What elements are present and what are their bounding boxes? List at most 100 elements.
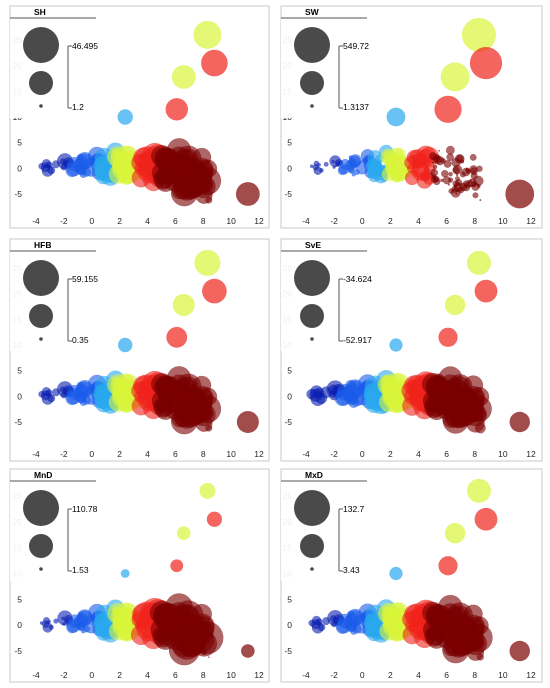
data-point: [201, 180, 214, 192]
x-tick-label: 2: [117, 216, 122, 226]
data-point: [509, 411, 530, 433]
y-tick-label: 5: [17, 138, 22, 148]
x-tick-label: -4: [302, 216, 310, 226]
data-point: [438, 149, 440, 152]
data-point: [444, 523, 466, 544]
y-tick-label: -5: [14, 189, 22, 199]
data-point: [509, 640, 530, 662]
data-point: [120, 569, 130, 578]
data-point: [448, 171, 453, 177]
legend-large-marker: [294, 490, 330, 526]
x-tick-label: 10: [498, 449, 508, 459]
data-point: [205, 641, 210, 645]
legend-min-label: 1.3137: [343, 102, 369, 112]
data-point: [438, 556, 458, 576]
x-tick-label: 8: [201, 449, 206, 459]
legend-small-marker: [310, 567, 314, 571]
x-tick-label: 0: [360, 449, 365, 459]
data-point: [172, 293, 195, 316]
x-tick-label: -4: [302, 670, 310, 680]
data-point: [472, 637, 485, 649]
data-point: [198, 387, 218, 407]
data-point: [351, 172, 356, 177]
x-tick-label: 4: [145, 449, 150, 459]
data-point: [47, 166, 56, 175]
legend-small-marker: [310, 337, 314, 341]
data-point: [207, 656, 210, 658]
panel-title: MxD: [305, 470, 323, 480]
data-point: [476, 184, 481, 188]
data-point: [389, 566, 403, 581]
x-tick-label: -2: [330, 216, 338, 226]
data-point: [476, 165, 483, 173]
legend-max-label: 132.7: [343, 504, 365, 514]
x-tick-label: -2: [330, 670, 338, 680]
data-point: [176, 526, 191, 540]
y-tick-label: 0: [17, 620, 22, 630]
data-point: [469, 47, 503, 80]
data-point: [431, 161, 435, 165]
data-point: [479, 199, 482, 202]
data-point: [455, 192, 458, 195]
x-tick-label: 4: [416, 670, 421, 680]
data-point: [194, 249, 221, 276]
panel-title: SH: [34, 7, 46, 17]
x-tick-label: 12: [254, 216, 264, 226]
data-point: [474, 422, 486, 434]
x-tick-label: 10: [226, 670, 236, 680]
y-tick-label: 0: [17, 391, 22, 401]
x-tick-label: 12: [526, 449, 536, 459]
data-point: [447, 183, 450, 186]
x-tick-label: 4: [416, 449, 421, 459]
data-point: [193, 20, 222, 49]
x-tick-label: -4: [32, 449, 40, 459]
data-point: [199, 482, 216, 499]
x-tick-label: 0: [89, 670, 94, 680]
x-tick-label: 8: [472, 670, 477, 680]
legend-small-marker: [310, 104, 314, 108]
data-point: [317, 623, 326, 632]
x-tick-label: 2: [117, 449, 122, 459]
x-tick-label: 2: [388, 449, 393, 459]
legend-min-label: 1.53: [72, 565, 89, 575]
data-point: [236, 411, 259, 433]
legend-min-label: -52.917: [343, 335, 372, 345]
x-tick-label: 6: [173, 670, 178, 680]
y-tick-label: 0: [287, 163, 292, 173]
x-tick-label: 10: [226, 216, 236, 226]
x-tick-label: 0: [360, 216, 365, 226]
x-tick-label: -2: [60, 216, 68, 226]
x-tick-label: 12: [526, 670, 536, 680]
data-point: [461, 17, 496, 52]
y-tick-label: -5: [284, 646, 292, 656]
data-point: [444, 294, 466, 316]
data-point: [235, 182, 260, 206]
data-point: [432, 164, 438, 170]
legend-min-label: 0.35: [72, 335, 89, 345]
data-point: [389, 338, 403, 352]
x-tick-label: 6: [444, 449, 449, 459]
data-point: [469, 387, 490, 407]
legend-small-marker: [39, 337, 43, 341]
data-point: [201, 49, 228, 77]
data-point: [205, 196, 213, 204]
legend-large-marker: [23, 260, 59, 296]
x-tick-label: -4: [32, 216, 40, 226]
x-tick-label: 2: [388, 670, 393, 680]
legend-large-marker: [294, 260, 330, 296]
x-tick-label: 10: [498, 670, 508, 680]
x-tick-label: 4: [416, 216, 421, 226]
data-point: [440, 62, 470, 92]
legend-medium-marker: [300, 534, 324, 558]
data-point: [118, 337, 133, 353]
legend-max-label: 46.495: [72, 41, 98, 51]
data-point: [400, 161, 405, 166]
data-point: [469, 153, 477, 161]
data-point: [432, 177, 441, 186]
data-point: [434, 95, 462, 123]
x-tick-label: 6: [444, 216, 449, 226]
data-point: [323, 161, 329, 167]
